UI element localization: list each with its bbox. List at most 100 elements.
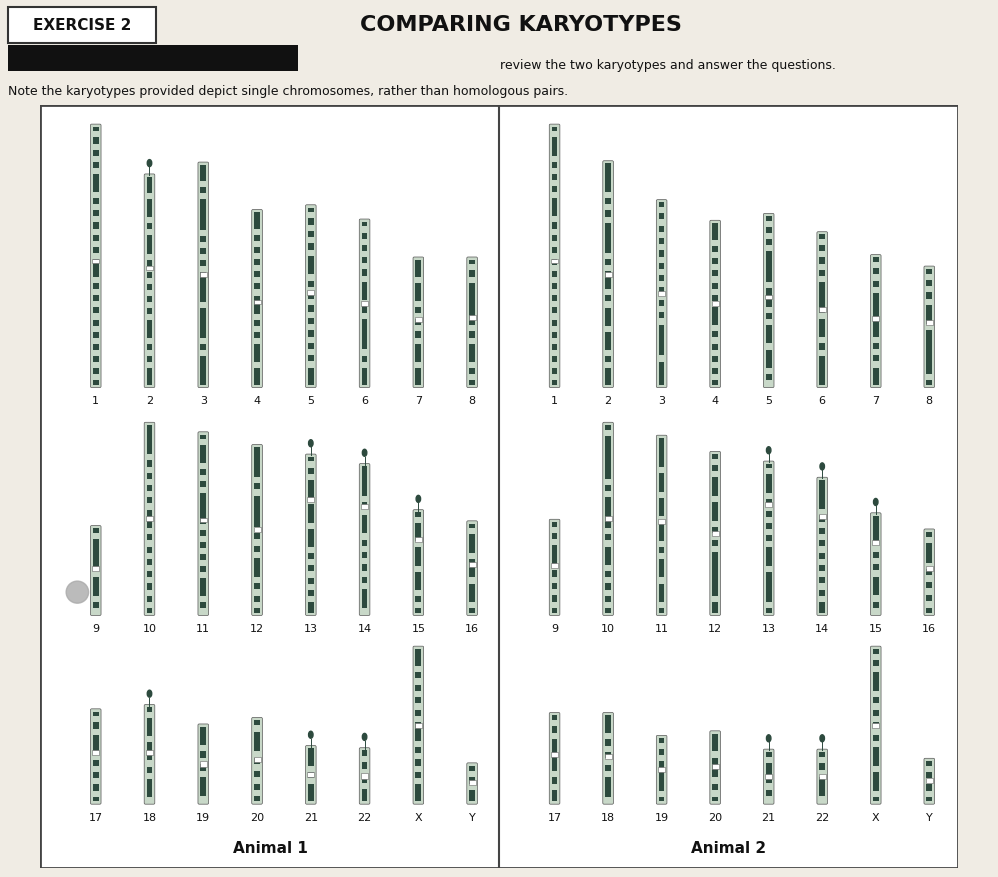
Bar	[713, 264, 718, 270]
Bar	[873, 753, 878, 759]
Bar	[93, 210, 99, 217]
Bar	[605, 246, 611, 253]
Bar	[765, 757, 771, 764]
Bar	[361, 257, 367, 263]
Bar	[308, 602, 313, 608]
Bar	[605, 516, 611, 522]
Bar	[819, 344, 825, 350]
Bar	[254, 564, 259, 571]
Bar	[254, 745, 259, 751]
Bar	[253, 300, 260, 304]
Bar	[308, 293, 313, 299]
Bar	[254, 289, 259, 296]
Bar	[765, 356, 771, 362]
Bar	[147, 236, 153, 241]
Bar	[713, 733, 718, 738]
Bar	[873, 595, 878, 602]
Bar	[765, 374, 771, 381]
Bar	[469, 577, 475, 583]
Bar	[926, 537, 932, 543]
Bar	[605, 235, 611, 241]
Bar	[361, 521, 367, 527]
Text: 10: 10	[143, 624, 157, 634]
Bar	[201, 481, 207, 488]
Bar	[307, 773, 314, 777]
Text: 11: 11	[655, 624, 669, 634]
Bar	[147, 230, 153, 236]
Bar	[605, 754, 612, 759]
Bar	[873, 716, 878, 722]
Bar	[93, 344, 99, 350]
Bar	[93, 259, 99, 265]
Bar	[819, 783, 825, 790]
Bar	[254, 356, 259, 362]
Bar	[552, 778, 558, 784]
Bar	[93, 711, 99, 717]
Bar	[415, 560, 421, 566]
Bar	[147, 320, 153, 326]
Bar	[713, 503, 718, 509]
Bar	[147, 332, 153, 338]
Bar	[873, 287, 878, 293]
Bar	[361, 381, 367, 385]
Bar	[552, 545, 558, 552]
Bar	[765, 499, 771, 505]
Bar	[659, 602, 665, 608]
Bar	[93, 717, 99, 723]
Bar	[93, 150, 99, 156]
Bar	[93, 374, 99, 381]
Bar	[605, 765, 611, 771]
Bar	[93, 217, 99, 223]
Text: 22: 22	[815, 813, 829, 823]
Bar	[308, 553, 313, 560]
Bar	[926, 790, 932, 797]
Bar	[819, 602, 825, 608]
Bar	[659, 300, 665, 306]
FancyBboxPatch shape	[924, 266, 934, 388]
Bar	[201, 524, 207, 530]
Bar	[254, 362, 259, 368]
Bar	[659, 583, 665, 589]
Bar	[93, 277, 99, 283]
Bar	[819, 757, 825, 764]
Text: 12: 12	[250, 624, 264, 634]
Bar	[819, 246, 825, 252]
Bar	[659, 486, 665, 492]
Bar	[658, 519, 665, 524]
Bar	[819, 480, 825, 485]
Bar	[659, 749, 665, 755]
Bar	[469, 295, 475, 301]
Bar	[605, 790, 611, 796]
Bar	[361, 355, 367, 361]
Text: Animal 1: Animal 1	[234, 841, 308, 856]
Bar	[659, 577, 665, 583]
Bar	[254, 302, 259, 308]
Bar	[93, 528, 99, 533]
Bar	[93, 539, 99, 545]
Text: 16: 16	[465, 624, 479, 634]
Bar	[146, 266, 153, 270]
Bar	[926, 562, 932, 569]
Bar	[415, 596, 421, 602]
Bar	[415, 790, 421, 796]
Bar	[469, 524, 475, 528]
Bar	[659, 288, 665, 294]
Bar	[765, 289, 771, 295]
Bar	[605, 186, 611, 192]
Text: 14: 14	[815, 624, 829, 634]
Bar	[147, 425, 153, 430]
FancyBboxPatch shape	[144, 704, 155, 804]
Bar	[713, 589, 718, 595]
Bar	[605, 442, 611, 448]
Bar	[93, 790, 99, 797]
Bar	[254, 452, 259, 458]
Bar	[308, 790, 313, 796]
Bar	[201, 284, 207, 290]
Bar	[765, 295, 772, 300]
Bar	[147, 553, 153, 559]
Bar	[552, 271, 558, 277]
Bar	[713, 533, 718, 539]
Text: 17: 17	[548, 813, 562, 823]
Bar	[659, 256, 665, 263]
Bar	[201, 205, 207, 211]
